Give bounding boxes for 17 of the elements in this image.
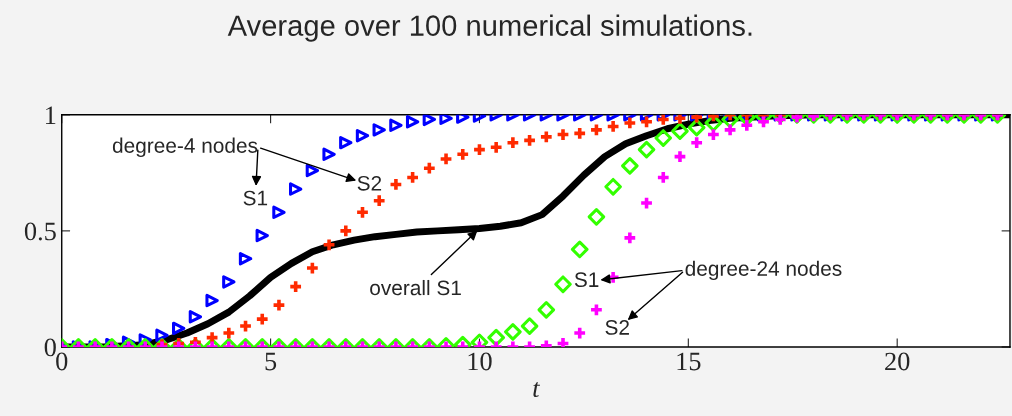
annotation: overall S1 — [370, 279, 461, 296]
annotation: degree-4 nodes — [112, 137, 258, 158]
chart-title: Average over 100 numerical simulations. — [227, 14, 752, 42]
x-tick-label: 5 — [265, 352, 277, 371]
annotation: S2 — [605, 320, 629, 335]
annotation: S1 — [574, 272, 599, 288]
annotation: degree-24 nodes — [685, 260, 842, 281]
annotation: S2 — [357, 175, 382, 191]
x-tick-label: 20 — [885, 352, 910, 371]
y-tick-label: 0.5 — [24, 222, 56, 241]
x-tick-label: 10 — [468, 352, 492, 371]
x-tick-label: 15 — [677, 352, 701, 371]
x-tick-label: 0 — [56, 352, 68, 371]
x-axis-title: t — [533, 381, 541, 398]
annotation: S1 — [243, 190, 268, 206]
y-tick-label: 1 — [46, 106, 56, 124]
y-tick-label: 0 — [44, 338, 56, 357]
